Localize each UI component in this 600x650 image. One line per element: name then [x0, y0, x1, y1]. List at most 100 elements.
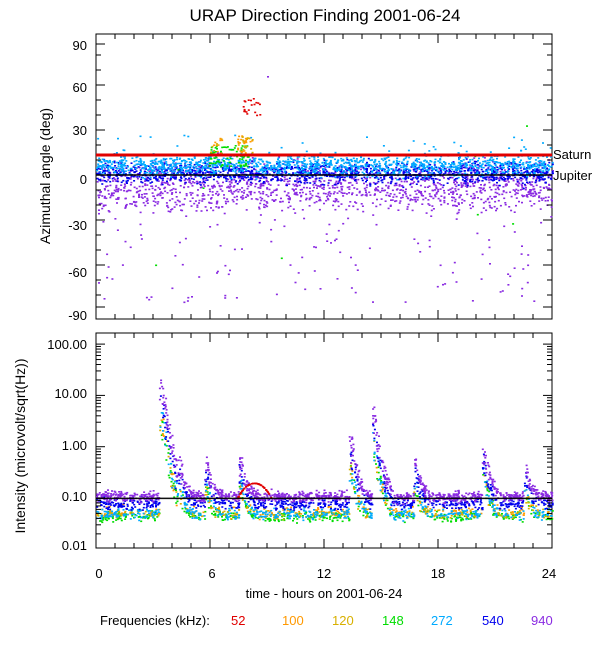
azimuth-point-272	[423, 165, 426, 167]
azimuth-point-148	[228, 148, 231, 151]
azimuth-point-540	[477, 164, 480, 166]
azimuth-point-940	[496, 207, 499, 210]
azimuth-point-940	[538, 195, 541, 197]
azimuth-point-940	[535, 180, 538, 183]
azimuth-point-272	[302, 165, 305, 167]
azimuth-point-272	[371, 170, 374, 172]
azimuth-point-272	[408, 156, 411, 159]
azimuth-point-940	[160, 172, 163, 174]
azimuth-point-940	[114, 180, 117, 182]
azimuth-point-148	[526, 125, 528, 127]
azimuth-point-940	[107, 210, 110, 212]
intensity-point-148	[389, 513, 391, 515]
azimuth-point-540	[261, 175, 264, 177]
azimuth-point-940	[460, 184, 463, 186]
azimuth-point-940	[287, 192, 290, 194]
azimuth-point-272	[234, 169, 237, 171]
azimuth-point-272	[388, 163, 391, 166]
azimuth-point-272	[120, 164, 122, 166]
azimuth-point-940	[508, 206, 511, 208]
azimuth-point-940	[529, 175, 531, 177]
azimuth-point-940	[384, 189, 386, 192]
azimuth-point-940	[154, 197, 157, 200]
azimuth-point-52	[250, 104, 253, 106]
intensity-point-148	[417, 504, 420, 507]
azimuth-point-540	[156, 179, 159, 182]
azimuth-point-940	[435, 193, 438, 195]
azimuth-point-272	[376, 166, 379, 168]
azimuth-point-940	[295, 183, 298, 186]
intensity-point-148	[471, 513, 473, 515]
azimuth-point-540	[478, 179, 481, 182]
azimuth-point-940	[501, 175, 503, 177]
azimuth-point-940	[280, 197, 282, 200]
intensity-point-148	[435, 510, 438, 513]
azimuth-point-272	[310, 162, 313, 164]
azimuth-point-540	[295, 166, 298, 169]
azimuth-point-272	[511, 166, 513, 169]
azimuth-point-540	[122, 179, 125, 182]
intensity-point-148	[111, 517, 114, 520]
azimuth-point-540	[220, 161, 223, 164]
azimuth-point-540	[359, 166, 362, 168]
azimuth-point-540	[414, 165, 417, 168]
azimuth-point-272	[232, 166, 235, 168]
azimuth-point-540	[111, 177, 114, 180]
azimuth-point-272	[109, 161, 112, 164]
azimuth-point-148	[214, 162, 217, 164]
azimuth-point-540	[397, 163, 400, 165]
azimuth-point-940	[345, 170, 348, 173]
azimuth-point-540	[489, 169, 492, 171]
azimuth-point-272	[297, 168, 300, 171]
azimuth-point-272	[100, 173, 103, 175]
azimuth-point-272	[117, 137, 119, 140]
azimuth-point-540	[541, 167, 544, 169]
azimuth-point-272	[523, 146, 526, 148]
azimuth-point-540	[214, 166, 217, 169]
intensity-point-100	[381, 489, 384, 491]
intensity-point-148	[314, 519, 317, 521]
azimuth-point-540	[321, 183, 324, 186]
azimuth-point-940	[423, 180, 426, 182]
azimuth-point-940	[297, 272, 300, 274]
azimuth-point-540	[369, 173, 371, 175]
intensity-point-148	[379, 477, 382, 479]
azimuth-point-148	[242, 164, 245, 167]
intensity-point-148	[305, 511, 308, 513]
azimuth-point-148	[220, 150, 222, 153]
azimuth-point-540	[221, 167, 224, 169]
azimuth-point-940	[144, 188, 147, 191]
azimuth-point-940	[430, 209, 433, 212]
azimuth-point-272	[434, 166, 437, 168]
azimuth-point-148	[210, 149, 213, 151]
azimuth-point-940	[243, 189, 246, 192]
azimuth-point-540	[263, 166, 266, 169]
azimuth-point-272	[296, 163, 299, 165]
azimuth-point-272	[371, 171, 374, 173]
azimuth-point-540	[525, 177, 528, 179]
azimuth-point-272	[234, 171, 237, 173]
azimuth-point-940	[460, 182, 463, 184]
azimuth-point-540	[239, 175, 242, 178]
azimuth-point-272	[395, 159, 398, 162]
azimuth-point-940	[111, 192, 113, 194]
azimuth-point-272	[179, 167, 182, 170]
azimuth-point-540	[465, 178, 468, 181]
intensity-point-148	[551, 518, 554, 520]
azimuth-point-940	[422, 195, 425, 197]
azimuth-point-540	[314, 172, 317, 175]
azimuth-point-940	[479, 189, 482, 192]
azimuth-point-940	[98, 196, 100, 199]
azimuth-point-272	[525, 168, 528, 171]
azimuth-point-540	[251, 160, 254, 162]
azimuth-point-940	[531, 181, 534, 183]
azimuth-point-940	[289, 264, 292, 266]
azimuth-point-272	[400, 166, 403, 169]
azimuth-point-272	[434, 158, 437, 161]
azimuth-point-272	[273, 165, 276, 168]
azimuth-point-940	[480, 192, 483, 194]
intensity-point-148	[102, 519, 104, 521]
intensity-point-148	[538, 512, 541, 514]
azimuth-point-540	[386, 172, 388, 174]
azimuth-point-272	[382, 145, 385, 147]
